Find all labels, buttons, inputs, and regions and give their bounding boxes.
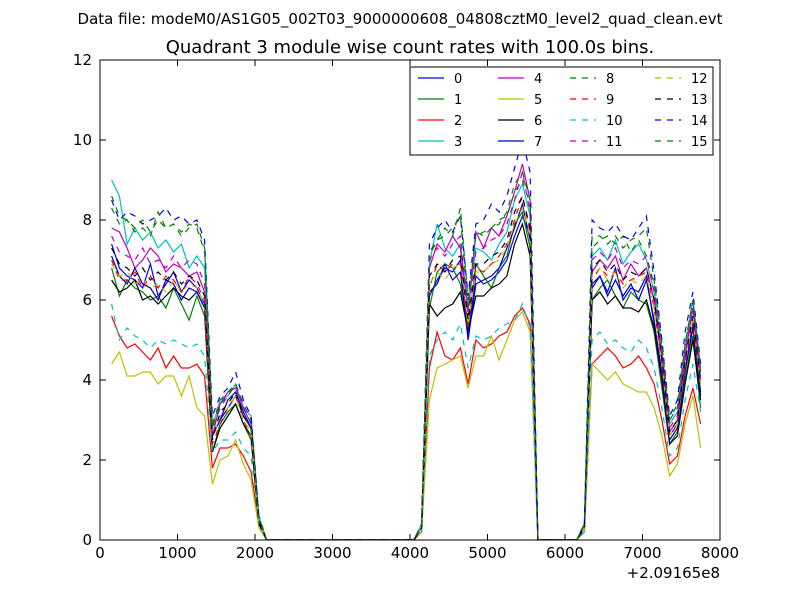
legend-label-2: 2 xyxy=(454,114,462,129)
legend-label-0: 0 xyxy=(454,72,462,87)
y-tick-label-0: 0 xyxy=(82,531,92,549)
x-tick-label-1: 1000 xyxy=(158,544,196,562)
legend-label-3: 3 xyxy=(454,135,462,150)
series-8-line xyxy=(111,178,702,540)
chart-title: Quadrant 3 module wise count rates with … xyxy=(166,37,655,58)
axes-frame xyxy=(99,59,721,541)
y-tick-label-2: 4 xyxy=(82,371,92,389)
x-tick-label-5: 5000 xyxy=(468,544,506,562)
x-tick-label-0: 0 xyxy=(95,544,105,562)
legend-label-9: 9 xyxy=(606,93,614,108)
x-tick-label-7: 7000 xyxy=(623,544,661,562)
legend-label-13: 13 xyxy=(691,93,708,108)
legend-label-6: 6 xyxy=(534,114,542,129)
series-5-line xyxy=(111,310,702,540)
tick-labels: 0 1000 2000 3000 4000 5000 6000 7000 80000246810… xyxy=(73,51,739,562)
x-tick-label-3: 3000 xyxy=(313,544,351,562)
legend-label-8: 8 xyxy=(606,72,614,87)
legend-label-4: 4 xyxy=(534,72,542,87)
legend-box xyxy=(409,66,714,156)
legend-label-12: 12 xyxy=(691,72,708,87)
y-tick-label-1: 2 xyxy=(82,451,92,469)
x-tick-label-2: 2000 xyxy=(236,544,274,562)
legend-label-11: 11 xyxy=(606,135,623,150)
series-2-line xyxy=(111,306,702,540)
figure-suptitle: Data file: modeM0/AS1G05_002T03_90000006… xyxy=(78,10,723,29)
series-11-line xyxy=(111,171,702,540)
y-tick-label-3: 6 xyxy=(82,291,92,309)
legend-label-15: 15 xyxy=(691,135,708,150)
x-offset-label: +2.09165e8 xyxy=(627,564,720,582)
legend-label-5: 5 xyxy=(534,93,542,108)
y-tick-label-4: 8 xyxy=(82,211,92,229)
series-14-line xyxy=(111,137,702,540)
y-tick-label-5: 10 xyxy=(73,131,92,149)
legend-label-7: 7 xyxy=(534,135,542,150)
legend-label-1: 1 xyxy=(454,93,462,108)
series-13-line xyxy=(111,194,702,540)
legend-label-10: 10 xyxy=(606,114,623,129)
y-tick-label-6: 12 xyxy=(73,51,92,69)
series-layer xyxy=(111,137,702,540)
series-15-line xyxy=(111,170,702,540)
plot-area: 0 1000 2000 3000 4000 5000 6000 7000 80000246810… xyxy=(73,51,739,582)
x-tick-label-6: 6000 xyxy=(546,544,584,562)
x-tick-label-4: 4000 xyxy=(391,544,429,562)
legend-label-14: 14 xyxy=(691,114,708,129)
series-9-line xyxy=(111,193,702,540)
x-tick-label-8: 8000 xyxy=(701,544,739,562)
